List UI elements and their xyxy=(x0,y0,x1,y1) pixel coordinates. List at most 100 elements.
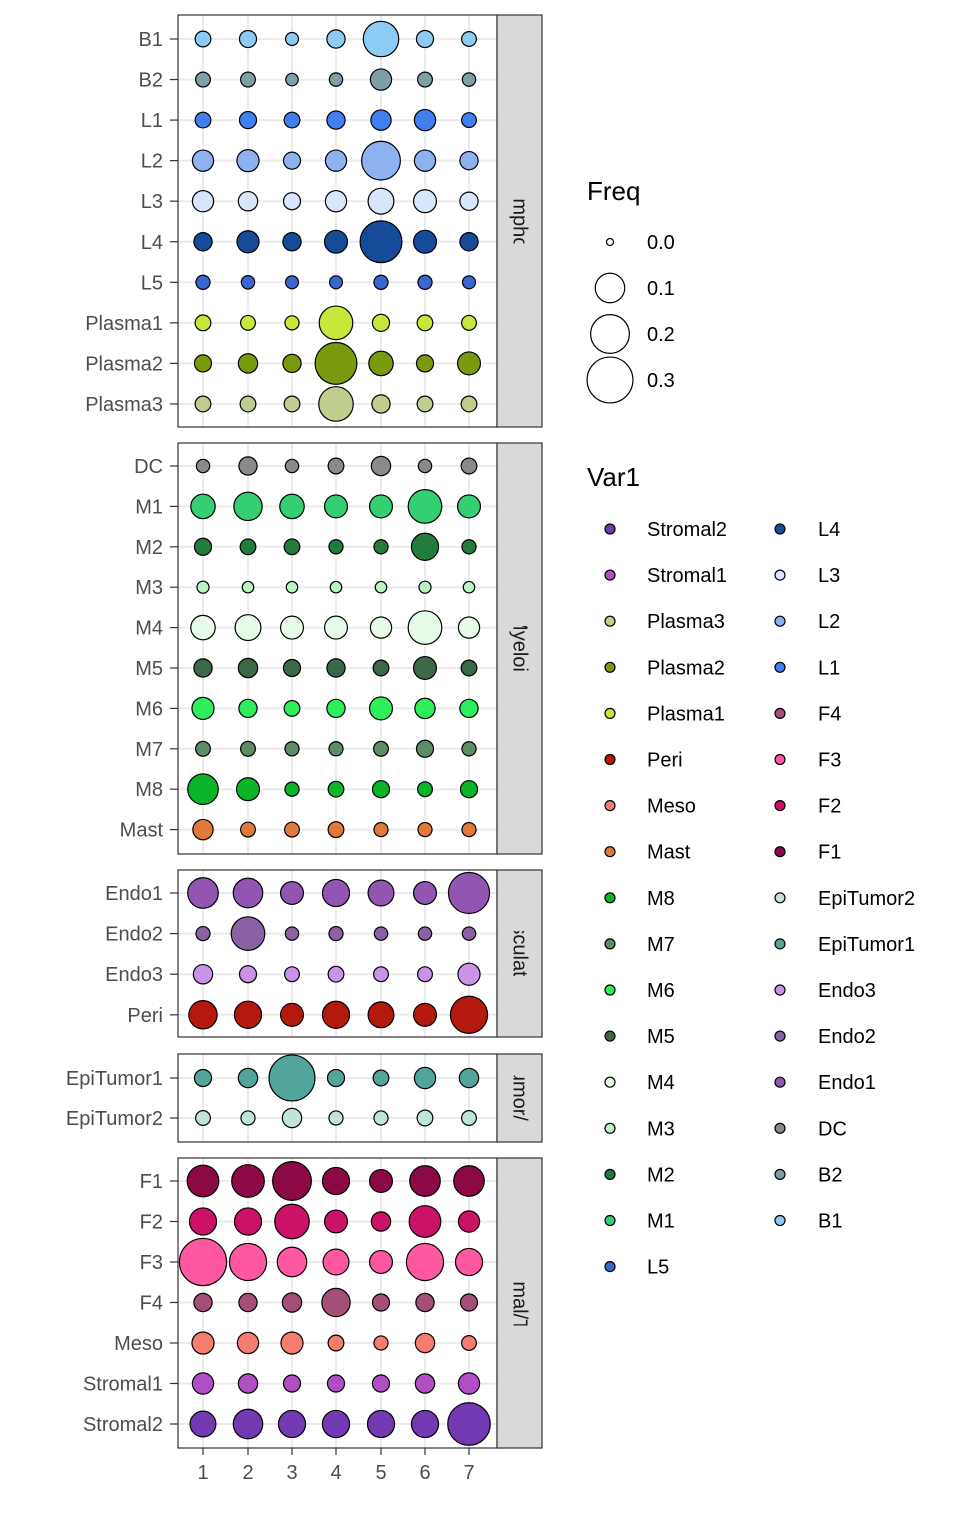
data-point xyxy=(417,821,433,838)
data-point xyxy=(368,1249,394,1275)
data-point xyxy=(236,230,260,254)
data-point xyxy=(318,305,354,341)
data-point xyxy=(282,232,302,252)
data-point xyxy=(412,189,438,214)
data-point xyxy=(453,1165,485,1197)
data-point xyxy=(194,111,212,129)
color-legend-label: Meso xyxy=(647,796,696,818)
y-tick-label: Mast xyxy=(120,820,164,842)
data-point xyxy=(368,350,394,377)
data-point xyxy=(417,781,433,798)
data-point xyxy=(327,965,345,983)
data-point xyxy=(284,926,300,941)
data-point xyxy=(412,229,438,254)
data-point xyxy=(327,821,345,839)
data-point xyxy=(413,108,437,132)
color-legend-key xyxy=(604,1214,616,1227)
data-point xyxy=(284,821,300,838)
var1-color-legend: Var1 Stromal2 Stromal1 Plasma3 Plasma2 Plasm… xyxy=(587,462,915,1279)
data-point xyxy=(240,1110,256,1126)
data-point xyxy=(238,110,258,130)
data-point xyxy=(324,149,348,172)
color-legend-key xyxy=(604,1168,616,1181)
data-point xyxy=(284,315,300,331)
data-point xyxy=(412,880,438,906)
data-point xyxy=(372,659,390,677)
y-tick-label: Stromal1 xyxy=(83,1374,163,1396)
size-legend-title: Freq xyxy=(587,176,640,206)
data-point xyxy=(367,879,395,907)
facet-strip xyxy=(496,1157,543,1449)
data-point xyxy=(284,275,300,290)
data-point xyxy=(284,966,300,983)
data-point xyxy=(240,740,256,757)
y-tick-label: B2 xyxy=(139,70,163,92)
y-tick-label: Plasma3 xyxy=(85,394,163,416)
data-point xyxy=(461,741,477,757)
color-legend-label: Endo3 xyxy=(818,980,876,1002)
y-tick-label: F1 xyxy=(140,1171,163,1193)
y-tick-label: F4 xyxy=(140,1293,163,1315)
data-point xyxy=(323,615,349,640)
data-point xyxy=(414,1332,436,1354)
data-point xyxy=(235,777,261,802)
y-tick-label: M2 xyxy=(135,537,163,559)
facet-strip-label: EpiTumor/Epith xyxy=(509,1029,531,1166)
color-legend-label: B2 xyxy=(818,1164,842,1186)
facet-strip xyxy=(496,869,543,1038)
y-tick-label: B1 xyxy=(139,29,163,51)
data-point xyxy=(195,274,211,290)
data-point xyxy=(240,71,256,88)
data-point xyxy=(329,580,343,594)
data-point xyxy=(188,1000,218,1030)
facet-strip-label: Vasculature xyxy=(509,901,531,1005)
data-point xyxy=(370,1211,392,1232)
color-legend-key xyxy=(604,984,616,996)
color-legend-label: L2 xyxy=(818,611,840,633)
color-legend-key xyxy=(604,661,616,673)
color-legend-key xyxy=(604,1030,616,1042)
color-legend-key xyxy=(774,569,786,581)
y-tick-label: Stromal2 xyxy=(83,1414,163,1436)
color-legend-label: Peri xyxy=(647,750,683,772)
data-point xyxy=(233,491,263,522)
color-legend-label: M6 xyxy=(647,980,675,1002)
data-point xyxy=(321,1000,351,1029)
data-point xyxy=(368,494,394,519)
data-point xyxy=(277,1409,307,1439)
y-tick-label: M6 xyxy=(135,698,163,720)
data-point xyxy=(461,1110,477,1126)
data-point xyxy=(461,31,477,47)
data-point xyxy=(187,773,219,806)
color-legend-key xyxy=(604,753,616,766)
data-point xyxy=(193,658,213,678)
data-point xyxy=(374,580,388,594)
y-tick-label: M7 xyxy=(135,739,163,761)
data-point xyxy=(268,1054,316,1102)
size-legend-label: 0.0 xyxy=(647,232,675,254)
color-legend-label: F3 xyxy=(818,750,841,772)
data-point xyxy=(371,1374,391,1393)
data-point xyxy=(417,71,433,88)
color-legend-key xyxy=(774,938,786,950)
data-point xyxy=(282,1374,302,1393)
data-point xyxy=(283,111,301,129)
y-tick-label: DC xyxy=(134,456,163,478)
data-point xyxy=(461,821,477,838)
data-point xyxy=(193,354,213,373)
color-legend-key xyxy=(774,984,786,996)
data-point xyxy=(321,1166,351,1196)
y-tick-label: Plasma2 xyxy=(85,353,163,375)
data-point xyxy=(373,1335,389,1351)
color-legend-key xyxy=(774,661,786,673)
data-point xyxy=(323,229,349,254)
color-legend-key xyxy=(774,1214,786,1227)
data-point xyxy=(282,658,302,678)
data-point xyxy=(280,1331,304,1355)
y-tick-label: Meso xyxy=(114,1333,163,1355)
data-point xyxy=(457,962,481,986)
data-point xyxy=(238,698,258,719)
data-point xyxy=(284,31,300,47)
freq-size-legend: Freq 0.0 0.1 0.2 0.3 xyxy=(586,176,675,404)
data-point xyxy=(370,455,392,477)
